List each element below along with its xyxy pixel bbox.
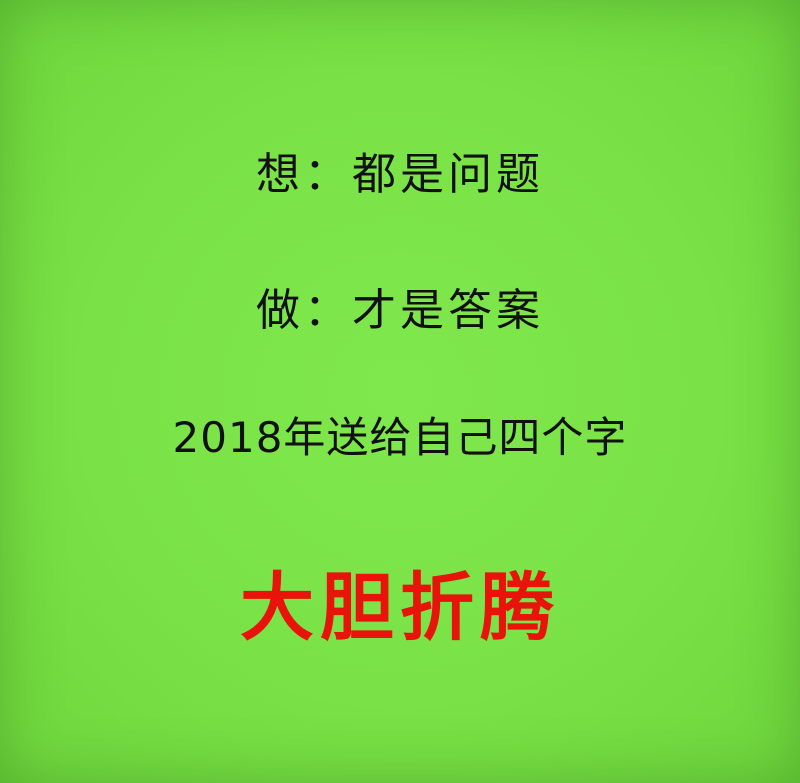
gift-line: 2018年送给自己四个字 (172, 413, 628, 462)
think-line: 想：都是问题 (256, 149, 544, 200)
do-line: 做：才是答案 (256, 285, 544, 336)
motto-line: 大胆折腾 (240, 565, 560, 651)
